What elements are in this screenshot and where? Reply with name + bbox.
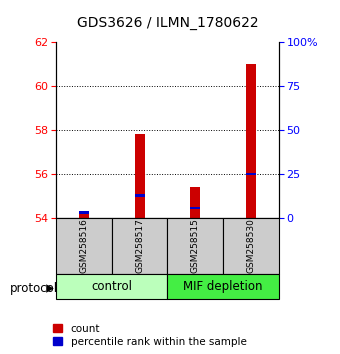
Text: GSM258517: GSM258517 xyxy=(135,218,144,274)
Bar xyxy=(135,194,144,197)
Bar xyxy=(56,274,167,299)
Text: MIF depletion: MIF depletion xyxy=(183,280,263,293)
Bar xyxy=(79,211,89,218)
Bar xyxy=(167,274,279,299)
Text: GSM258516: GSM258516 xyxy=(80,218,88,274)
Bar xyxy=(190,187,200,218)
Bar xyxy=(112,218,168,274)
Legend: count, percentile rank within the sample: count, percentile rank within the sample xyxy=(53,324,246,347)
Text: GSM258530: GSM258530 xyxy=(246,218,255,274)
Bar xyxy=(190,207,200,209)
Bar xyxy=(135,135,144,218)
Text: GDS3626 / ILMN_1780622: GDS3626 / ILMN_1780622 xyxy=(78,16,259,30)
Bar xyxy=(56,218,112,274)
Text: control: control xyxy=(91,280,132,293)
Text: GSM258515: GSM258515 xyxy=(191,218,200,274)
Text: protocol: protocol xyxy=(10,282,58,295)
Bar xyxy=(167,218,223,274)
Bar xyxy=(246,173,256,175)
Bar xyxy=(79,211,89,214)
Bar xyxy=(223,218,279,274)
Bar xyxy=(246,64,256,218)
